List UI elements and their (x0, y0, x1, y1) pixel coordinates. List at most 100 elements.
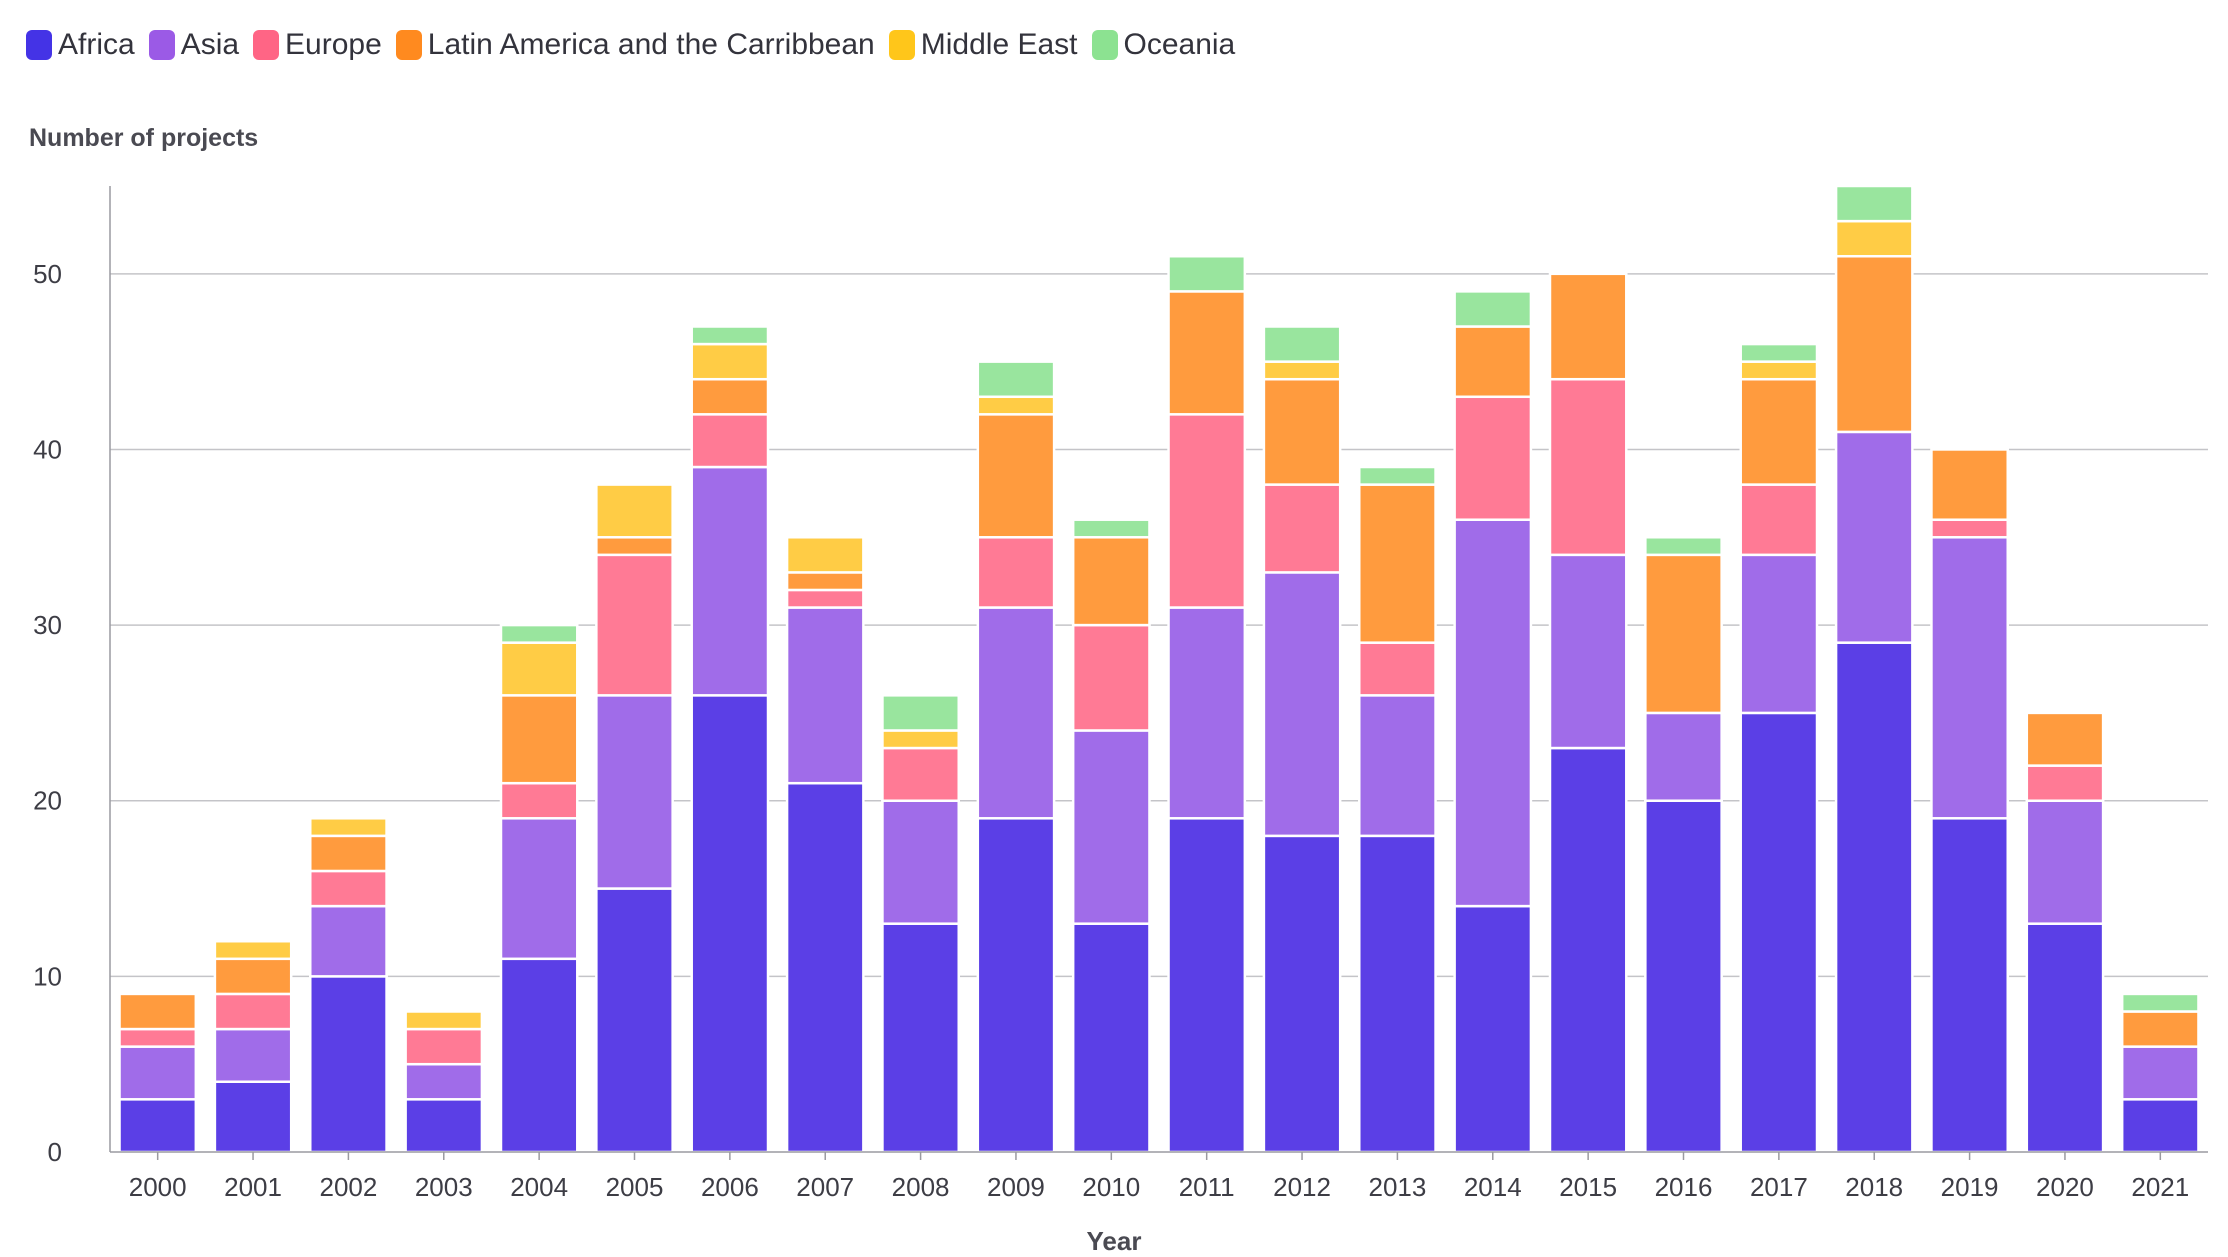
bar-2006-latin-america-and-the-carribbean[interactable] (690, 377, 770, 416)
bar-2005-europe[interactable] (595, 553, 674, 697)
bar-2009-asia[interactable] (976, 606, 1056, 820)
bar-2015-latin-america-and-the-carribbean[interactable] (1548, 272, 1628, 381)
bar-2013-oceania[interactable] (1358, 465, 1437, 486)
bar-2016-oceania[interactable] (1644, 536, 1723, 557)
bar-2011-asia[interactable] (1167, 606, 1247, 820)
bar-2003-asia[interactable] (404, 1062, 484, 1101)
bar-2017-latin-america-and-the-carribbean[interactable] (1739, 377, 1819, 486)
bar-2007-asia[interactable] (785, 606, 865, 785)
bar-2016-africa[interactable] (1644, 799, 1723, 1154)
bar-2009-middle-east[interactable] (976, 395, 1056, 416)
bar-2005-africa[interactable] (595, 887, 674, 1154)
bar-2008-asia[interactable] (881, 799, 960, 925)
bar-2019-europe[interactable] (1930, 518, 2009, 539)
bar-2014-asia[interactable] (1453, 518, 1533, 908)
bar-2014-latin-america-and-the-carribbean[interactable] (1453, 325, 1533, 399)
bar-2009-oceania[interactable] (976, 360, 1056, 399)
bar-2006-europe[interactable] (690, 413, 770, 469)
bar-2021-oceania[interactable] (2120, 992, 2200, 1013)
bar-2004-oceania[interactable] (499, 623, 579, 644)
bar-2009-latin-america-and-the-carribbean[interactable] (976, 413, 1056, 539)
bar-2011-africa[interactable] (1167, 817, 1247, 1154)
bar-2005-asia[interactable] (595, 694, 674, 890)
bar-2007-middle-east[interactable] (785, 536, 865, 574)
legend-item-europe[interactable]: Europe (253, 28, 382, 62)
bar-2013-latin-america-and-the-carribbean[interactable] (1358, 483, 1437, 644)
bar-2007-latin-america-and-the-carribbean[interactable] (785, 571, 865, 592)
bar-2011-latin-america-and-the-carribbean[interactable] (1167, 290, 1247, 416)
bar-2018-latin-america-and-the-carribbean[interactable] (1834, 255, 1914, 434)
bar-2017-oceania[interactable] (1739, 342, 1819, 363)
bar-2003-europe[interactable] (404, 1027, 484, 1066)
bar-2015-asia[interactable] (1548, 553, 1628, 750)
bar-2013-asia[interactable] (1358, 694, 1437, 838)
bar-2008-europe[interactable] (881, 746, 960, 802)
bar-2021-asia[interactable] (2120, 1045, 2200, 1101)
bar-2012-europe[interactable] (1262, 483, 1342, 574)
bar-2002-europe[interactable] (309, 869, 388, 908)
bar-2002-latin-america-and-the-carribbean[interactable] (309, 834, 388, 873)
bar-2018-middle-east[interactable] (1834, 219, 1914, 258)
bar-2008-oceania[interactable] (881, 694, 960, 732)
bar-2007-europe[interactable] (785, 588, 865, 609)
bar-2018-asia[interactable] (1834, 430, 1914, 644)
bar-2014-africa[interactable] (1453, 904, 1533, 1154)
bar-2017-africa[interactable] (1739, 711, 1819, 1154)
bar-2003-middle-east[interactable] (404, 1010, 484, 1031)
bar-2004-europe[interactable] (499, 781, 579, 820)
bar-2004-asia[interactable] (499, 817, 579, 961)
bar-2011-oceania[interactable] (1167, 255, 1247, 293)
legend-item-africa[interactable]: Africa (26, 28, 135, 62)
bar-2015-africa[interactable] (1548, 746, 1628, 1154)
legend-item-oceania[interactable]: Oceania (1091, 28, 1235, 62)
bar-2020-europe[interactable] (2025, 764, 2105, 802)
bar-2016-asia[interactable] (1644, 711, 1723, 802)
bar-2001-europe[interactable] (213, 992, 293, 1031)
bar-2014-oceania[interactable] (1453, 290, 1533, 328)
bar-2000-africa[interactable] (118, 1098, 198, 1154)
bar-2010-latin-america-and-the-carribbean[interactable] (1071, 536, 1151, 627)
legend-item-middle-east[interactable]: Middle East (888, 28, 1078, 62)
bar-2021-latin-america-and-the-carribbean[interactable] (2120, 1010, 2200, 1048)
bar-2020-africa[interactable] (2025, 922, 2105, 1154)
bar-2004-middle-east[interactable] (499, 641, 579, 697)
bar-2015-europe[interactable] (1548, 377, 1628, 557)
bar-2012-latin-america-and-the-carribbean[interactable] (1262, 377, 1342, 486)
bar-2001-latin-america-and-the-carribbean[interactable] (213, 957, 293, 996)
bar-2009-europe[interactable] (976, 536, 1056, 609)
bar-2007-africa[interactable] (785, 781, 865, 1154)
bar-2013-europe[interactable] (1358, 641, 1437, 697)
bar-2020-latin-america-and-the-carribbean[interactable] (2025, 711, 2105, 767)
bar-2010-asia[interactable] (1071, 729, 1151, 925)
bar-2017-asia[interactable] (1739, 553, 1819, 715)
legend-item-asia[interactable]: Asia (148, 28, 239, 62)
bar-2019-africa[interactable] (1930, 817, 2009, 1154)
bar-2004-latin-america-and-the-carribbean[interactable] (499, 694, 579, 785)
bar-2011-europe[interactable] (1167, 413, 1247, 609)
bar-2002-middle-east[interactable] (309, 817, 388, 838)
bar-2000-europe[interactable] (118, 1027, 198, 1048)
bar-2012-oceania[interactable] (1262, 325, 1342, 363)
bar-2003-africa[interactable] (404, 1098, 484, 1154)
bar-2016-latin-america-and-the-carribbean[interactable] (1644, 553, 1723, 715)
bar-2010-oceania[interactable] (1071, 518, 1151, 539)
bar-2012-middle-east[interactable] (1262, 360, 1342, 381)
bar-2012-asia[interactable] (1262, 571, 1342, 838)
bar-2017-middle-east[interactable] (1739, 360, 1819, 381)
bar-2000-latin-america-and-the-carribbean[interactable] (118, 992, 198, 1031)
bar-2009-africa[interactable] (976, 817, 1056, 1154)
bar-2018-africa[interactable] (1834, 641, 1914, 1154)
bar-2010-africa[interactable] (1071, 922, 1151, 1154)
bar-2001-africa[interactable] (213, 1080, 293, 1154)
bar-2006-africa[interactable] (690, 694, 770, 1154)
bar-2002-asia[interactable] (309, 904, 388, 978)
bar-2006-oceania[interactable] (690, 325, 770, 346)
bar-2006-middle-east[interactable] (690, 342, 770, 381)
bar-2004-africa[interactable] (499, 957, 579, 1154)
bar-2005-latin-america-and-the-carribbean[interactable] (595, 536, 674, 557)
bar-2008-middle-east[interactable] (881, 729, 960, 750)
bar-2019-asia[interactable] (1930, 536, 2009, 820)
bar-2021-africa[interactable] (2120, 1098, 2200, 1154)
bar-2017-europe[interactable] (1739, 483, 1819, 557)
bar-2008-africa[interactable] (881, 922, 960, 1154)
